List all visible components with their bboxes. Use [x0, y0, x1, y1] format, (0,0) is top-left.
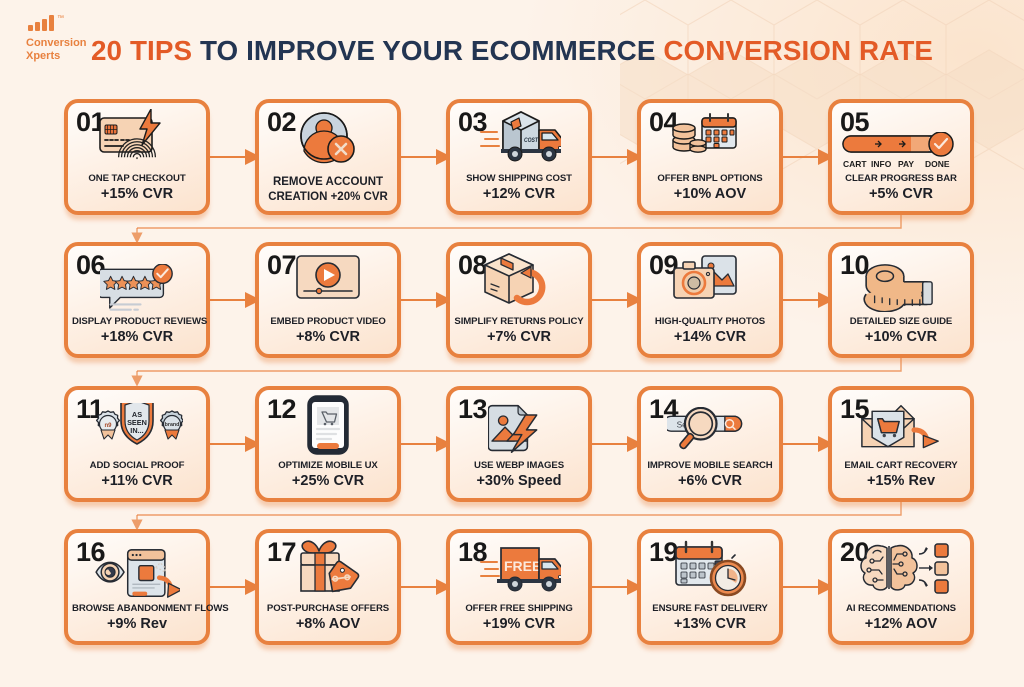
svg-text:INFO: INFO — [871, 159, 892, 169]
svg-text:DONE: DONE — [925, 159, 950, 169]
svg-text:CART: CART — [843, 159, 867, 169]
svg-text:PAY: PAY — [898, 159, 914, 169]
svg-text:n9: n9 — [104, 423, 112, 429]
svg-text:FREE: FREE — [504, 558, 541, 574]
svg-text:brand: brand — [165, 422, 180, 428]
svg-text:COST: COST — [524, 137, 539, 144]
svg-text:IN...: IN... — [130, 426, 143, 435]
